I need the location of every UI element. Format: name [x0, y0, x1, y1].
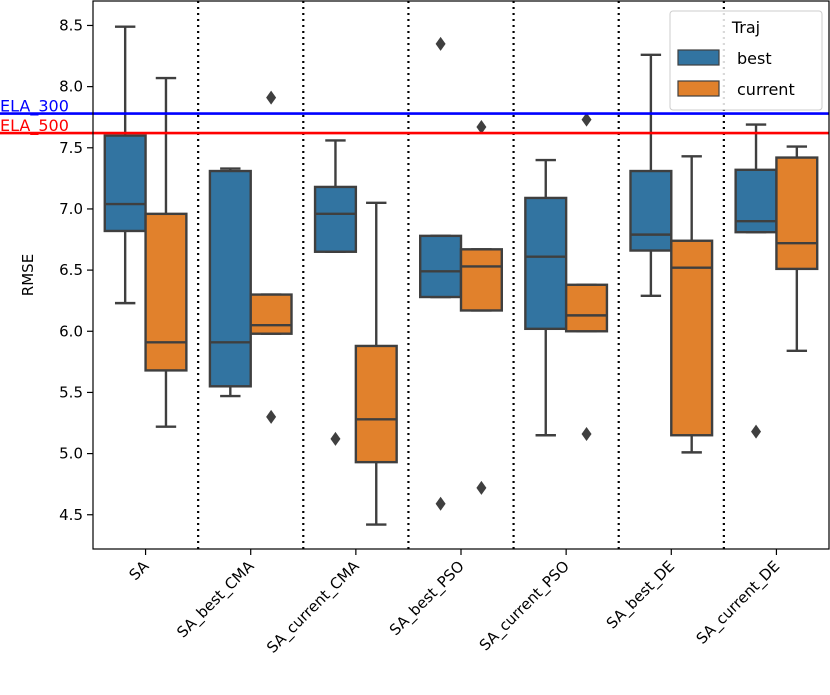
box-body	[459, 248, 503, 312]
box-best-SA_best_PSO	[419, 36, 463, 511]
x-tick-label: SA_current_CMA	[263, 557, 364, 658]
x-tick-label: SA_best_CMA	[173, 557, 259, 643]
outlier-marker	[581, 427, 592, 442]
y-tick-label: 8.5	[59, 16, 83, 34]
box-best-SA_best_CMA	[208, 167, 252, 398]
box-best-SA	[103, 25, 147, 305]
reference-label-ELA_300: ELA_300	[0, 97, 69, 117]
box-body	[629, 169, 673, 252]
x-tick-label: SA_current_PSO	[476, 557, 574, 655]
box-current-SA_best_CMA	[249, 90, 293, 424]
outlier-marker	[330, 431, 341, 446]
box-body	[354, 344, 398, 464]
outlier-marker	[266, 409, 277, 424]
y-tick-label: 4.5	[59, 506, 83, 524]
box-current-SA_current_CMA	[354, 201, 398, 526]
box-body	[670, 239, 714, 437]
x-axis: SA SA_best_CMA SA_current_CMA SA_best_PSO SA…	[125, 549, 784, 658]
box-body	[208, 169, 252, 388]
box-best-SA_current_DE	[734, 123, 778, 439]
box-body	[775, 156, 819, 271]
box-body	[734, 168, 778, 234]
box-best-SA_current_CMA	[313, 139, 358, 446]
reference-lines	[0, 112, 829, 135]
legend-label-current: current	[737, 80, 795, 99]
outlier-marker	[751, 424, 762, 439]
box-body	[419, 234, 463, 299]
box-current-SA_current_PSO	[564, 112, 609, 442]
reference-label-ELA_500: ELA_500	[0, 116, 69, 136]
legend-label-best: best	[737, 49, 772, 68]
outlier-marker	[581, 112, 592, 127]
x-tick-label: SA_best_PSO	[386, 557, 469, 640]
x-tick-label: SA_best_DE	[603, 557, 679, 633]
x-tick-label: SA	[125, 557, 152, 584]
box-current-SA_best_DE	[670, 155, 714, 454]
box-series-group	[103, 25, 819, 526]
box-current-SA_best_PSO	[459, 119, 503, 495]
outlier-marker	[476, 119, 487, 134]
box-body	[313, 185, 358, 253]
outlier-marker	[476, 480, 487, 495]
y-axis: 4.5 5.0 5.5 6.0 6.5 7.0 7.5 8.0 8.5	[59, 16, 93, 524]
box-body	[524, 196, 568, 331]
box-body	[249, 293, 293, 335]
outlier-marker	[435, 36, 446, 51]
legend-swatch-best	[677, 49, 720, 66]
box-body	[103, 134, 147, 233]
y-tick-label: 5.5	[59, 383, 83, 401]
box-body	[144, 212, 188, 372]
y-tick-label: 6.0	[59, 322, 83, 340]
y-axis-label: RMSE	[19, 254, 37, 296]
y-tick-label: 8.0	[59, 78, 83, 96]
y-tick-label: 7.0	[59, 200, 83, 218]
box-current-SA	[144, 76, 188, 428]
x-tick-label: SA_current_DE	[693, 557, 784, 648]
outlier-marker	[266, 90, 277, 105]
y-tick-label: 7.5	[59, 139, 83, 157]
outlier-marker	[435, 496, 446, 511]
box-best-SA_current_PSO	[524, 158, 568, 437]
legend: Traj best current	[669, 10, 823, 111]
legend-swatch-current	[677, 80, 720, 97]
legend-title: Traj	[731, 18, 760, 37]
box-current-SA_current_DE	[775, 145, 819, 353]
y-tick-label: 6.5	[59, 261, 83, 279]
y-tick-label: 5.0	[59, 445, 83, 463]
box-body	[564, 283, 609, 333]
box-best-SA_best_DE	[629, 53, 673, 297]
